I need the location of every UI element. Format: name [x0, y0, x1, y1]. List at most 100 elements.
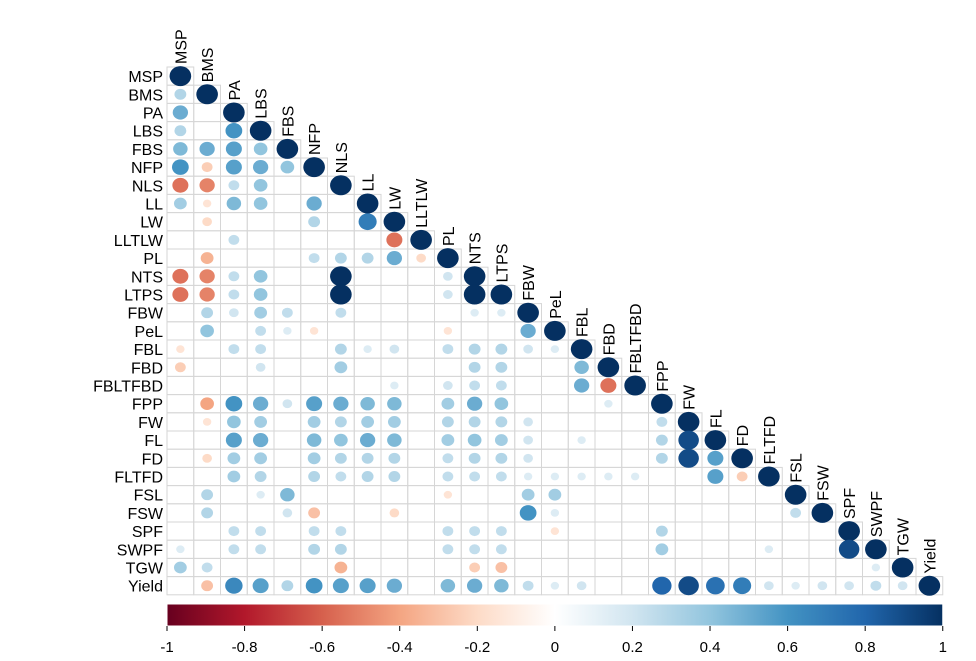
grid-cell: [755, 557, 783, 578]
grid-cell: [220, 248, 248, 268]
corr-circle-FBL-PeL: [550, 345, 560, 353]
corr-circle-FPP-NFP: [306, 396, 323, 412]
corr-circle-SWPF-NFP: [308, 543, 321, 555]
corr-circle-FLTFD-FLTFD: [758, 466, 780, 487]
grid-cell: [434, 357, 462, 377]
col-label-FBW: FBW: [521, 264, 538, 300]
col-label-SPF: SPF: [842, 488, 859, 519]
grid-cell: [728, 539, 756, 559]
grid-cell: [541, 357, 569, 377]
corr-circle-FD-FPP: [655, 452, 668, 464]
col-label-PeL: PeL: [548, 290, 565, 319]
row-label-NFP: NFP: [131, 160, 163, 177]
grid-cell: [166, 303, 195, 323]
corr-circle-FD-LBS: [254, 452, 268, 465]
col-label-FW: FW: [682, 384, 699, 410]
corr-circle-Yield-TGW: [897, 581, 908, 591]
grid-cell: [808, 521, 837, 541]
grid-cell: [166, 248, 195, 268]
row-label-FBL: FBL: [134, 342, 163, 359]
grid-cell: [514, 539, 542, 559]
corr-circle-FBL-NLS: [334, 343, 347, 355]
corr-circle-SPF-NFP: [308, 526, 320, 537]
colorbar: [166, 603, 944, 627]
col-label-MSP: MSP: [173, 29, 190, 64]
corr-circle-SPF-SPF: [838, 521, 860, 542]
corr-circle-Yield-BMS: [201, 580, 214, 592]
corr-circle-LTPS-LBS: [253, 288, 268, 301]
grid-cell: [701, 521, 730, 541]
grid-cell: [567, 448, 596, 468]
colorbar-tick-label: 1: [939, 639, 947, 656]
corr-circle-TGW-SWPF: [871, 563, 881, 572]
corr-circle-TGW-NLS: [334, 561, 348, 574]
corr-circle-FLTFD-FBLTFBD: [630, 472, 640, 481]
grid-cell: [594, 430, 623, 450]
grid-cell: [487, 485, 516, 505]
corr-circle-Yield-FBS: [281, 580, 294, 592]
corr-circle-FBL-FBW: [523, 344, 533, 354]
grid-cell: [380, 539, 409, 559]
corr-circle-FL-FL: [704, 430, 727, 451]
corr-circle-TGW-TGW: [891, 557, 914, 578]
corr-circle-FD-LL: [361, 452, 374, 464]
corr-circle-FPP-LBS: [252, 396, 269, 411]
col-label-NFP: NFP: [307, 123, 324, 155]
corr-circle-MSP-MSP: [169, 66, 192, 87]
corr-circle-PeL-FBW: [520, 323, 536, 338]
grid-cell: [407, 339, 435, 359]
corr-circle-Yield-PeL: [550, 581, 560, 590]
grid-cell: [621, 430, 649, 450]
grid-cell: [541, 539, 569, 559]
corr-circle-LTPS-BMS: [199, 287, 215, 302]
corr-circle-NFP-PA: [225, 159, 242, 175]
corr-circle-FW-NFP: [307, 415, 321, 428]
corr-circle-FW-LTPS: [495, 416, 508, 428]
grid-cell: [193, 102, 221, 123]
grid-cell: [166, 394, 195, 414]
grid-cell: [327, 321, 355, 341]
row-label-FSW: FSW: [127, 506, 163, 523]
corr-circle-SWPF-MSP: [176, 545, 185, 554]
corr-circle-SWPF-FLTFD: [764, 545, 774, 554]
corr-circle-TGW-LTPS: [495, 562, 508, 573]
corr-circle-SWPF-NLS: [334, 543, 347, 555]
grid-cell: [220, 357, 248, 377]
corr-circle-PeL-BMS: [200, 324, 214, 338]
corr-circle-LTPS-PA: [228, 289, 240, 300]
grid-cell: [353, 503, 382, 523]
corr-circle-FBW-BMS: [201, 307, 214, 319]
row-label-FBS: FBS: [132, 142, 163, 159]
corr-circle-FD-FBW: [523, 453, 533, 463]
corr-circle-LTPS-NTS: [463, 284, 486, 305]
grid-cell: [434, 303, 462, 323]
grid-cell: [621, 412, 649, 432]
corr-circle-LL-NFP: [306, 196, 322, 211]
row-label-FBLTFBD: FBLTFBD: [93, 379, 163, 396]
corr-circle-Yield-FLTFD: [764, 581, 774, 591]
corr-circle-FW-FBW: [523, 417, 533, 427]
corr-circle-FSL-PeL: [548, 488, 562, 501]
grid-cell: [380, 266, 409, 286]
corr-circle-LBS-LBS: [249, 120, 272, 141]
corr-circle-FBD-NTS: [468, 361, 481, 373]
col-label-TGW: TGW: [896, 517, 913, 555]
grid-cell: [193, 121, 221, 141]
grid-cell: [300, 375, 328, 396]
grid-cell: [594, 539, 623, 559]
grid-cell: [407, 284, 435, 305]
grid-cell: [407, 466, 435, 487]
grid-cell: [567, 521, 596, 541]
grid-cell: [193, 375, 221, 396]
grid-cell: [621, 521, 649, 541]
grid-cell: [246, 212, 275, 232]
col-label-LLTLW: LLTLW: [414, 178, 431, 228]
corr-circle-FLTFD-NFP: [308, 471, 321, 482]
row-label-PeL: PeL: [135, 324, 164, 341]
grid-cell: [353, 303, 382, 323]
row-label-FSL: FSL: [134, 488, 163, 505]
grid-cell: [273, 266, 302, 286]
grid-cell: [781, 521, 810, 541]
corr-circle-PeL-FBS: [283, 327, 292, 335]
grid-cell: [380, 557, 409, 578]
